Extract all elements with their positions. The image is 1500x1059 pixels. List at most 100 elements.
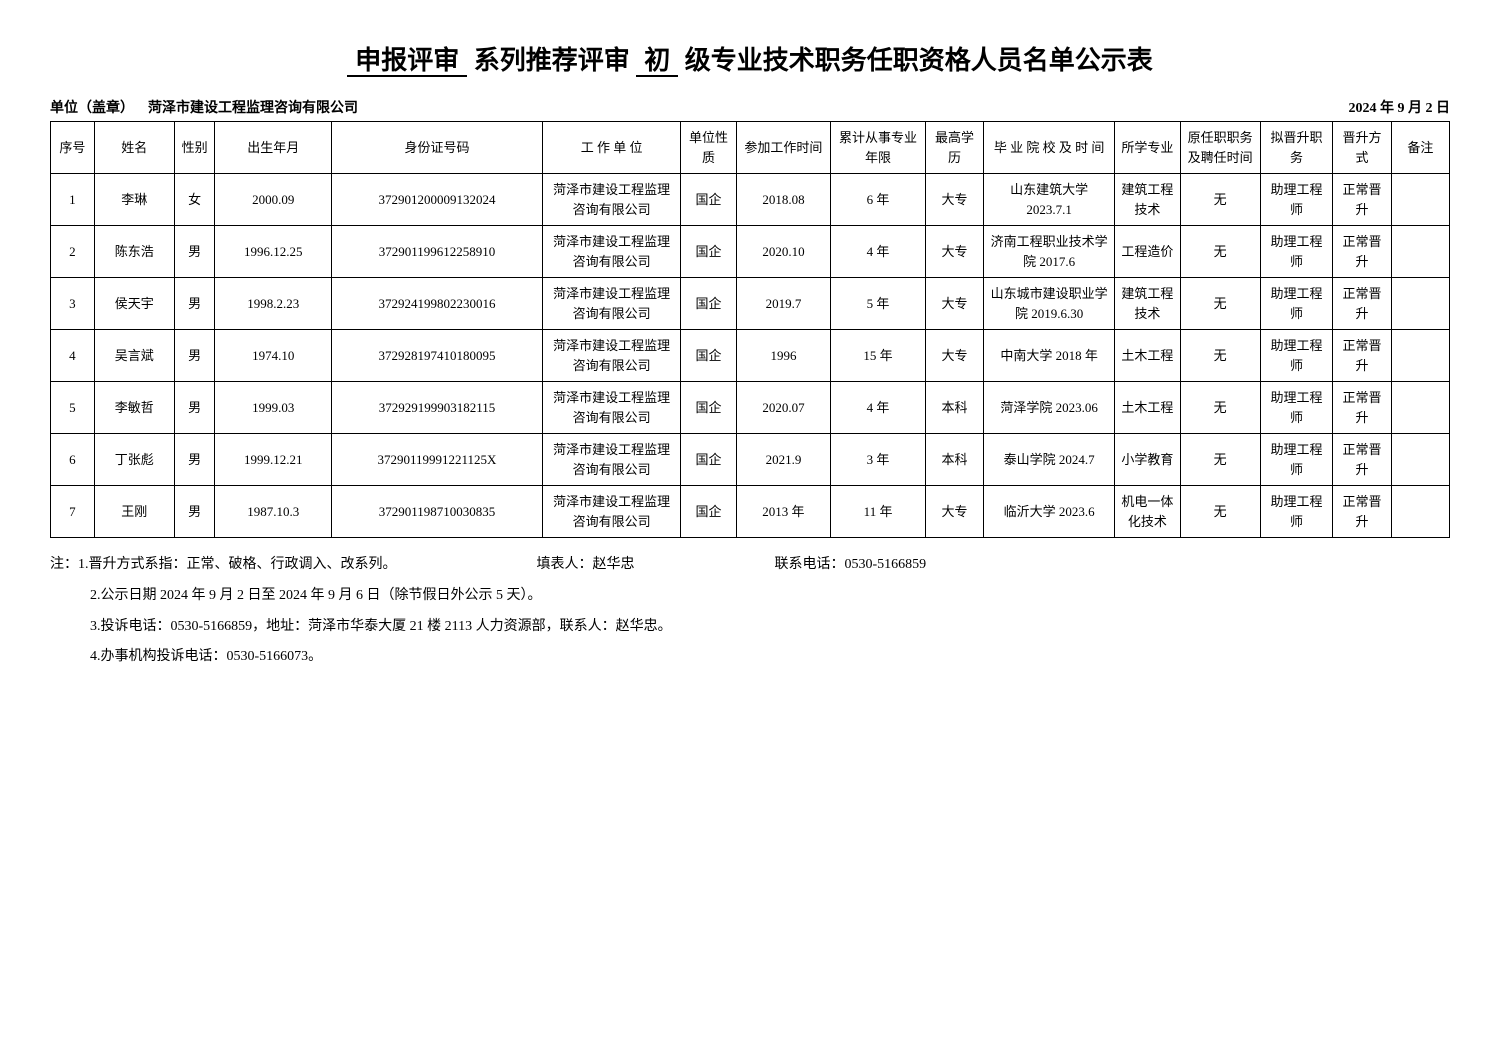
cell-edu: 大专 [925,330,983,382]
cell-edu: 大专 [925,174,983,226]
notes-section: 注：1.晋升方式系指：正常、破格、行政调入、改系列。 填表人：赵华忠 联系电话：… [50,550,1450,673]
cell-unitnature: 国企 [681,486,736,538]
cell-promote: 助理工程师 [1260,174,1333,226]
title-mid1: 系列推荐评审 [474,46,630,75]
table-row: 7王刚男1987.10.3372901198710030835菏泽市建设工程监理… [51,486,1450,538]
cell-seq: 4 [51,330,95,382]
cell-promote: 助理工程师 [1260,226,1333,278]
cell-major: 建筑工程技术 [1115,278,1181,330]
th-origpost: 原任职职务及聘任时间 [1180,122,1260,174]
cell-major: 土木工程 [1115,382,1181,434]
cell-gender: 女 [174,174,215,226]
cell-unitnature: 国企 [681,226,736,278]
th-edu: 最高学历 [925,122,983,174]
th-joinwork: 参加工作时间 [736,122,831,174]
th-major: 所学专业 [1115,122,1181,174]
unit-value: 菏泽市建设工程监理咨询有限公司 [148,101,358,116]
cell-major: 建筑工程技术 [1115,174,1181,226]
cell-years: 3 年 [831,434,926,486]
cell-joinwork: 2019.7 [736,278,831,330]
cell-id: 372901200009132024 [331,174,542,226]
unit-label: 单位（盖章） [50,101,134,116]
cell-name: 王刚 [94,486,174,538]
cell-seq: 1 [51,174,95,226]
cell-name: 吴言斌 [94,330,174,382]
cell-joinwork: 2013 年 [736,486,831,538]
title-level: 初 [636,46,678,77]
cell-remark [1391,486,1449,538]
cell-gender: 男 [174,382,215,434]
cell-school: 中南大学 2018 年 [984,330,1115,382]
cell-origpost: 无 [1180,486,1260,538]
cell-school: 山东建筑大学 2023.7.1 [984,174,1115,226]
cell-gender: 男 [174,330,215,382]
cell-remark [1391,434,1449,486]
cell-joinwork: 2020.07 [736,382,831,434]
cell-origpost: 无 [1180,278,1260,330]
cell-id: 372901199612258910 [331,226,542,278]
cell-joinwork: 2021.9 [736,434,831,486]
cell-years: 5 年 [831,278,926,330]
note-3: 3.投诉电话：0530-5166859，地址：菏泽市华泰大厦 21 楼 2113… [50,612,1450,643]
cell-origpost: 无 [1180,434,1260,486]
cell-id: 372928197410180095 [331,330,542,382]
note-2: 2.公示日期 2024 年 9 月 2 日至 2024 年 9 月 6 日（除节… [50,581,1450,612]
cell-unitnature: 国企 [681,278,736,330]
cell-name: 李敏哲 [94,382,174,434]
cell-remark [1391,174,1449,226]
cell-origpost: 无 [1180,174,1260,226]
cell-major: 工程造价 [1115,226,1181,278]
cell-joinwork: 2020.10 [736,226,831,278]
cell-method: 正常晋升 [1333,382,1391,434]
th-school: 毕 业 院 校 及 时 间 [984,122,1115,174]
title-suffix: 级专业技术职务任职资格人员名单公示表 [685,46,1153,75]
cell-id: 372929199903182115 [331,382,542,434]
cell-edu: 本科 [925,382,983,434]
cell-method: 正常晋升 [1333,174,1391,226]
cell-promote: 助理工程师 [1260,330,1333,382]
th-gender: 性别 [174,122,215,174]
cell-name: 丁张彪 [94,434,174,486]
cell-gender: 男 [174,278,215,330]
cell-years: 4 年 [831,382,926,434]
cell-major: 小学教育 [1115,434,1181,486]
cell-unit: 菏泽市建设工程监理咨询有限公司 [543,278,681,330]
cell-seq: 7 [51,486,95,538]
cell-remark [1391,330,1449,382]
cell-joinwork: 2018.08 [736,174,831,226]
table-row: 2陈东浩男1996.12.25372901199612258910菏泽市建设工程… [51,226,1450,278]
th-method: 晋升方式 [1333,122,1391,174]
cell-birth: 1974.10 [215,330,331,382]
note-1a: 注：1.晋升方式系指：正常、破格、行政调入、改系列。 [50,550,397,581]
table-header-row: 序号 姓名 性别 出生年月 身份证号码 工 作 单 位 单位性质 参加工作时间 … [51,122,1450,174]
cell-school: 菏泽学院 2023.06 [984,382,1115,434]
cell-school: 临沂大学 2023.6 [984,486,1115,538]
cell-birth: 1999.12.21 [215,434,331,486]
cell-unitnature: 国企 [681,330,736,382]
cell-school: 济南工程职业技术学院 2017.6 [984,226,1115,278]
th-id: 身份证号码 [331,122,542,174]
cell-origpost: 无 [1180,382,1260,434]
cell-origpost: 无 [1180,330,1260,382]
cell-seq: 6 [51,434,95,486]
cell-promote: 助理工程师 [1260,278,1333,330]
cell-joinwork: 1996 [736,330,831,382]
cell-unitnature: 国企 [681,382,736,434]
cell-unitnature: 国企 [681,434,736,486]
cell-school: 泰山学院 2024.7 [984,434,1115,486]
th-promote: 拟晋升职务 [1260,122,1333,174]
cell-birth: 1998.2.23 [215,278,331,330]
cell-seq: 2 [51,226,95,278]
cell-major: 土木工程 [1115,330,1181,382]
cell-unitnature: 国企 [681,174,736,226]
cell-name: 陈东浩 [94,226,174,278]
cell-id: 372901198710030835 [331,486,542,538]
cell-birth: 1987.10.3 [215,486,331,538]
cell-unit: 菏泽市建设工程监理咨询有限公司 [543,226,681,278]
cell-years: 4 年 [831,226,926,278]
note-1b: 填表人：赵华忠 [537,550,635,581]
cell-gender: 男 [174,226,215,278]
cell-remark [1391,278,1449,330]
cell-name: 侯天宇 [94,278,174,330]
cell-birth: 2000.09 [215,174,331,226]
